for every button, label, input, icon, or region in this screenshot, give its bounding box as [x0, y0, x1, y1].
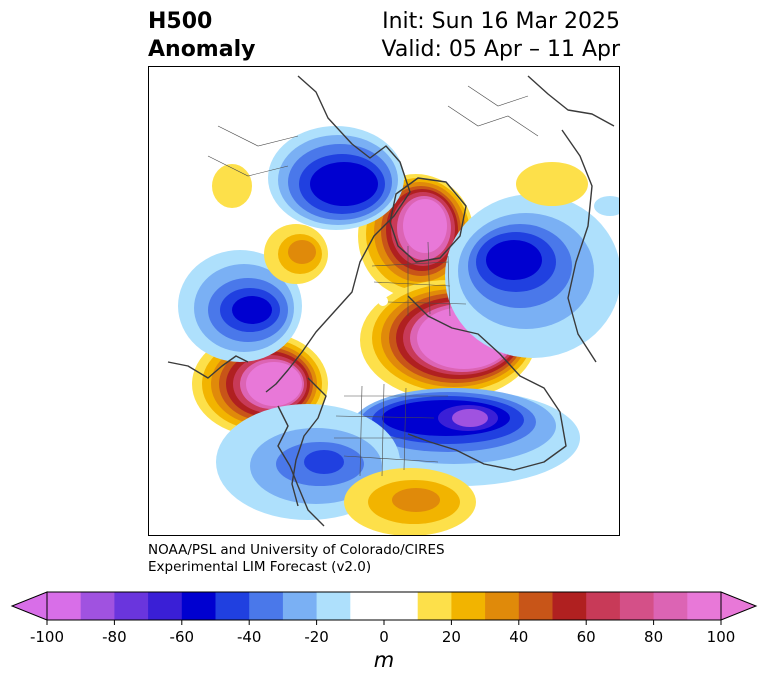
- coastlines: [167, 75, 615, 527]
- anomaly-europe-trough: [340, 388, 580, 486]
- colorbar-segment: [687, 592, 722, 620]
- colorbar-segment: [384, 592, 419, 620]
- colorbar-tick-label: 60: [576, 628, 596, 646]
- colorbar-segment: [653, 592, 688, 620]
- map-title: H500 Anomaly: [148, 8, 255, 64]
- colorbar-tick-label: -20: [304, 628, 329, 646]
- colorbar-tick-label: -40: [236, 628, 262, 646]
- anomaly-atlantic-ridge: [344, 468, 476, 536]
- colorbar: [10, 591, 758, 625]
- colorbar-tick-label: 0: [379, 628, 389, 646]
- colorbar-tick-label: 80: [644, 628, 664, 646]
- colorbar-tick-label: 40: [509, 628, 529, 646]
- colorbar-segment: [619, 592, 655, 620]
- anomaly-alaska-ridge-small: [212, 164, 252, 208]
- colorbar-tick-label: -80: [102, 628, 127, 646]
- anomaly-siberia-trough: [445, 194, 620, 358]
- anomaly-pacific-ridge-mid: [264, 224, 328, 284]
- forecast-dates: Init: Sun 16 Mar 2025 Valid: 05 Apr – 11…: [382, 8, 621, 64]
- colorbar-segment: [215, 592, 250, 620]
- credit-line-1: NOAA/PSL and University of Colorado/CIRE…: [148, 542, 445, 558]
- credit-text: NOAA/PSL and University of Colorado/CIRE…: [148, 542, 445, 576]
- political-borders: [207, 85, 539, 477]
- colorbar-segment: [417, 592, 452, 620]
- colorbar-segment: [80, 592, 115, 620]
- colorbar-segment: [586, 592, 621, 620]
- colorbar-segment: [249, 592, 284, 620]
- colorbar-segment: [181, 592, 216, 620]
- credit-line-2: Experimental LIM Forecast (v2.0): [148, 559, 372, 575]
- colorbar-segment: [148, 592, 183, 620]
- colorbar-extend-low: [10, 591, 48, 621]
- colorbar-extend-high: [720, 591, 758, 621]
- colorbar-segment: [552, 592, 587, 620]
- anomaly-map: [148, 66, 620, 536]
- title-variable: H500: [148, 9, 213, 34]
- colorbar-segment: [47, 592, 82, 620]
- colorbar-segment: [350, 592, 385, 620]
- anomaly-greenland-ridge: [358, 174, 474, 298]
- colorbar-segment: [114, 592, 149, 620]
- colorbar-segment: [282, 592, 318, 620]
- title-field: Anomaly: [148, 37, 256, 62]
- colorbar-tick-label: 100: [706, 628, 736, 646]
- anomaly-scandinavia-ridge-small: [516, 162, 588, 206]
- colorbar-tick-label: 20: [441, 628, 461, 646]
- north-pole-marker: [378, 296, 388, 306]
- init-date: Init: Sun 16 Mar 2025: [382, 9, 620, 34]
- anomaly-scandinavia-trough-small: [594, 196, 620, 216]
- colorbar-tick-label: -60: [169, 628, 195, 646]
- colorbar-unit-label: m: [373, 648, 395, 672]
- colorbar-tick-label: -100: [29, 628, 65, 646]
- anomaly-east-asia-trough: [178, 250, 302, 362]
- colorbar-segment: [316, 592, 351, 620]
- colorbar-segment: [451, 592, 486, 620]
- anomaly-canada-trough: [268, 126, 404, 230]
- valid-date-range: Valid: 05 Apr – 11 Apr: [381, 37, 621, 62]
- colorbar-segment: [485, 592, 520, 620]
- colorbar-segment: [518, 592, 553, 620]
